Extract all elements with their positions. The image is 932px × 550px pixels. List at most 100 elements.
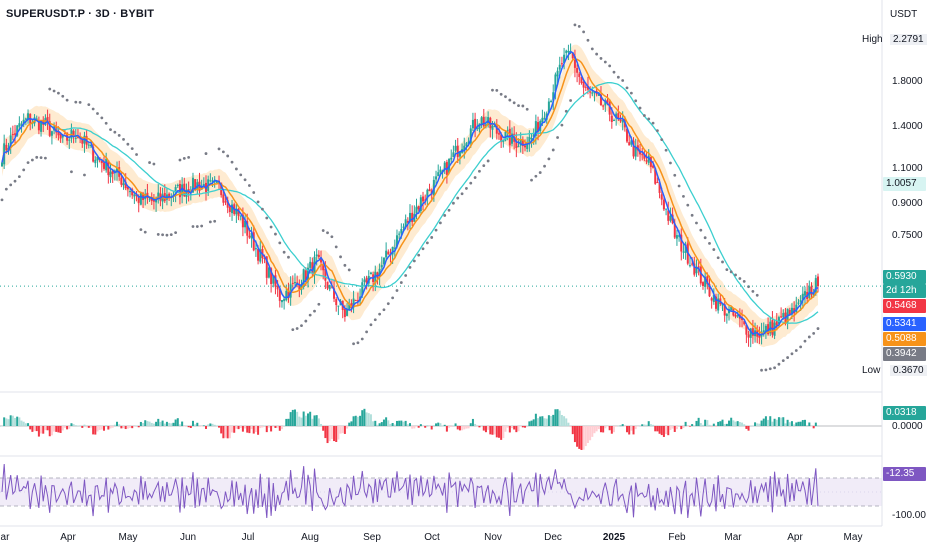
macd-bar [710, 426, 713, 428]
macd-bar [456, 426, 459, 430]
candle-body [554, 74, 557, 92]
macd-bar [775, 419, 778, 426]
macd-bar [693, 425, 696, 427]
macd-bar [621, 424, 624, 426]
candle-body [764, 325, 767, 331]
macd-bar [751, 425, 754, 427]
sar-dot [78, 101, 82, 104]
candle-body [458, 151, 461, 157]
candle-body [419, 197, 422, 212]
macd-bar [42, 426, 45, 434]
sar-dot [35, 155, 39, 159]
currency-label[interactable]: USDT [890, 9, 918, 20]
candle-body [743, 321, 746, 325]
candle-body [248, 235, 251, 238]
candle-body [259, 249, 262, 262]
macd-bar [356, 416, 359, 426]
sar-dot [4, 187, 8, 191]
macd-bar [797, 421, 800, 426]
macd-bar [534, 413, 537, 426]
sar-dot [642, 114, 646, 117]
candle-body [701, 282, 704, 286]
macd-bar [320, 423, 323, 426]
macd-bar [100, 426, 103, 430]
macd-bar [558, 410, 561, 426]
macd-bar [591, 426, 594, 437]
macd-bar [235, 426, 238, 429]
macd-bar [814, 422, 817, 426]
sar-dot [308, 313, 312, 317]
macd-bar [300, 417, 303, 426]
candle-body [552, 92, 555, 101]
macd-bar [658, 426, 661, 434]
sar-dot [135, 153, 138, 156]
candle-body [606, 99, 609, 103]
macd-bar [48, 426, 51, 437]
macd-bar [647, 421, 650, 426]
macd-bar [226, 426, 229, 439]
candle-body [5, 144, 8, 151]
macd-bar [202, 425, 205, 426]
macd-bar [595, 426, 598, 432]
macd-bar [550, 415, 553, 426]
macd-bar [471, 418, 474, 426]
macd-bar [430, 426, 433, 430]
macd-bar [83, 424, 86, 426]
candle-body [270, 268, 273, 285]
symbol-title[interactable]: SUPERUSDT.P · 3D · BYBIT [6, 8, 155, 20]
sar-dot [512, 101, 516, 105]
macd-bar [517, 426, 520, 432]
candle-body [515, 140, 518, 149]
candle-body [37, 120, 40, 131]
candle-body [237, 208, 240, 216]
sar-dot [425, 241, 429, 245]
candle-body [328, 285, 331, 290]
rsi-bottom-tick: -100.00 [892, 510, 926, 521]
candle-body [50, 131, 53, 136]
candle-body [571, 52, 574, 59]
sar-dot [682, 194, 685, 198]
macd-bar [599, 426, 602, 433]
sar-dot [274, 232, 277, 236]
candle-body [630, 140, 633, 145]
sar-dot [438, 221, 442, 225]
rsi-line [1, 463, 819, 519]
macd-bar [224, 426, 227, 438]
macd-bar [461, 426, 464, 431]
candle-body [560, 63, 563, 65]
last-price-tag: 0.5930 [883, 270, 926, 284]
candle-body [476, 127, 479, 129]
macd-bar [118, 424, 121, 426]
candle-body [194, 179, 197, 191]
macd-bar [406, 424, 409, 426]
macd-bar [276, 426, 279, 428]
x-label: Feb [668, 532, 686, 543]
candle-body [443, 162, 446, 170]
candle-body [801, 293, 804, 300]
candle-body [426, 189, 429, 199]
macd-bar [806, 424, 809, 426]
macd-bar [172, 422, 175, 426]
sar-dot [208, 220, 212, 224]
sar-dot [799, 345, 803, 349]
macd-bar [524, 426, 527, 428]
sar-dot [39, 156, 43, 160]
macd-bar [37, 426, 40, 437]
candle-body [250, 233, 253, 239]
macd-bar [432, 425, 435, 426]
macd-bar [613, 426, 615, 433]
macd-bar [684, 421, 687, 426]
candle-body [780, 316, 783, 318]
macd-bar [400, 420, 403, 426]
candle-body [211, 180, 214, 182]
candle-body [541, 117, 544, 123]
candle-body [506, 130, 509, 132]
sar-dot [807, 335, 811, 339]
x-label: Apr [60, 532, 76, 543]
candle-body [72, 130, 75, 137]
macd-bar [131, 426, 134, 429]
candle-body [343, 309, 346, 317]
candle-body [142, 193, 145, 201]
candle-body [387, 251, 390, 255]
